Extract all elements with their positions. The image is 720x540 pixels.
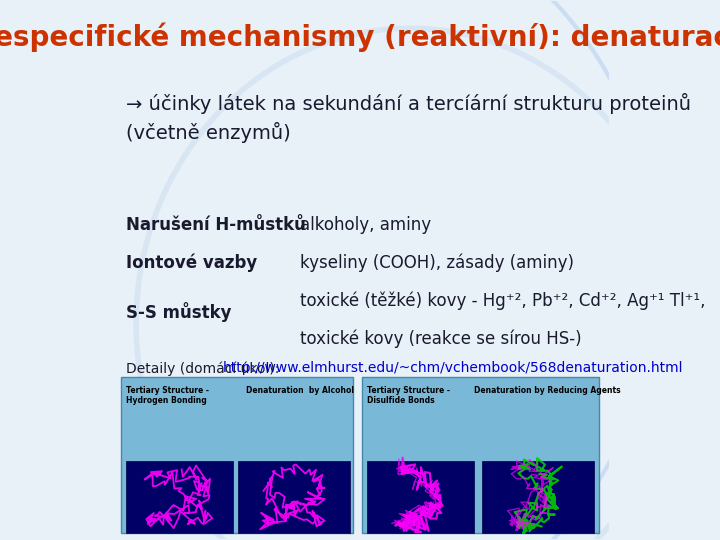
Text: http://www.elmhurst.edu/~chm/vchembook/568denaturation.html: http://www.elmhurst.edu/~chm/vchembook/5… [223, 361, 684, 375]
Text: toxické (těžké) kovy - Hg⁺², Pb⁺², Cd⁺², Ag⁺¹ Tl⁺¹,: toxické (těžké) kovy - Hg⁺², Pb⁺², Cd⁺²,… [300, 292, 706, 310]
Text: Tertiary Structure -
Hydrogen Bonding: Tertiary Structure - Hydrogen Bonding [126, 386, 210, 405]
Text: Detaily (domácí úkol):: Detaily (domácí úkol): [126, 361, 284, 376]
Bar [238, 461, 350, 533]
Bar [362, 377, 599, 533]
Text: Denaturation  by Alcohol: Denaturation by Alcohol [246, 386, 354, 395]
Text: alkoholy, aminy: alkoholy, aminy [300, 217, 431, 234]
Bar [482, 461, 594, 533]
Text: Tertiary Structure -
Disulfide Bonds: Tertiary Structure - Disulfide Bonds [367, 386, 451, 405]
Text: kyseliny (COOH), zásady (aminy): kyseliny (COOH), zásady (aminy) [300, 254, 575, 272]
Text: → účinky látek na sekundání a tercíární strukturu proteinů
(včetně enzymů): → účinky látek na sekundání a tercíární … [126, 93, 691, 143]
Text: Denaturation by Reducing Agents: Denaturation by Reducing Agents [474, 386, 621, 395]
Text: Iontové vazby: Iontové vazby [126, 254, 258, 272]
Text: toxické kovy (reakce se sírou HS-): toxické kovy (reakce se sírou HS-) [300, 329, 582, 348]
Text: Nespecifické mechanismy (reaktivní): denaturace: Nespecifické mechanismy (reaktivní): den… [0, 23, 720, 52]
Bar [126, 461, 233, 533]
Text: Narušení H-můstků: Narušení H-můstků [126, 217, 306, 234]
Text: S-S můstky: S-S můstky [126, 302, 232, 322]
Bar [367, 461, 474, 533]
Bar [121, 377, 353, 533]
